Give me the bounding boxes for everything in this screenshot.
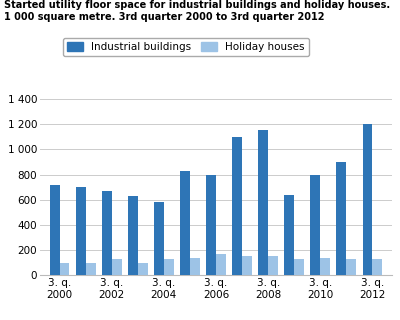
Bar bbox=[346, 260, 356, 275]
Bar bbox=[216, 254, 226, 275]
Bar bbox=[258, 130, 268, 275]
Bar bbox=[86, 263, 96, 275]
Bar bbox=[284, 195, 294, 275]
Bar bbox=[310, 175, 320, 275]
Bar bbox=[50, 185, 60, 275]
Bar bbox=[362, 124, 372, 275]
Bar bbox=[76, 187, 86, 275]
Bar bbox=[336, 162, 346, 275]
Bar bbox=[320, 258, 330, 275]
Bar bbox=[138, 263, 148, 275]
Bar bbox=[60, 263, 70, 275]
Bar bbox=[268, 256, 278, 275]
Bar bbox=[232, 137, 242, 275]
Bar bbox=[128, 196, 138, 275]
Legend: Industrial buildings, Holiday houses: Industrial buildings, Holiday houses bbox=[63, 37, 309, 56]
Bar bbox=[294, 259, 304, 275]
Bar bbox=[372, 260, 382, 275]
Bar bbox=[206, 175, 216, 275]
Bar bbox=[102, 191, 112, 275]
Bar bbox=[112, 260, 122, 275]
Bar bbox=[164, 260, 174, 275]
Bar bbox=[154, 202, 164, 275]
Bar bbox=[242, 256, 252, 275]
Bar bbox=[190, 258, 200, 275]
Bar bbox=[180, 171, 190, 275]
Text: Started utility floor space for industrial buildings and holiday houses.
1 000 s: Started utility floor space for industri… bbox=[4, 0, 390, 22]
